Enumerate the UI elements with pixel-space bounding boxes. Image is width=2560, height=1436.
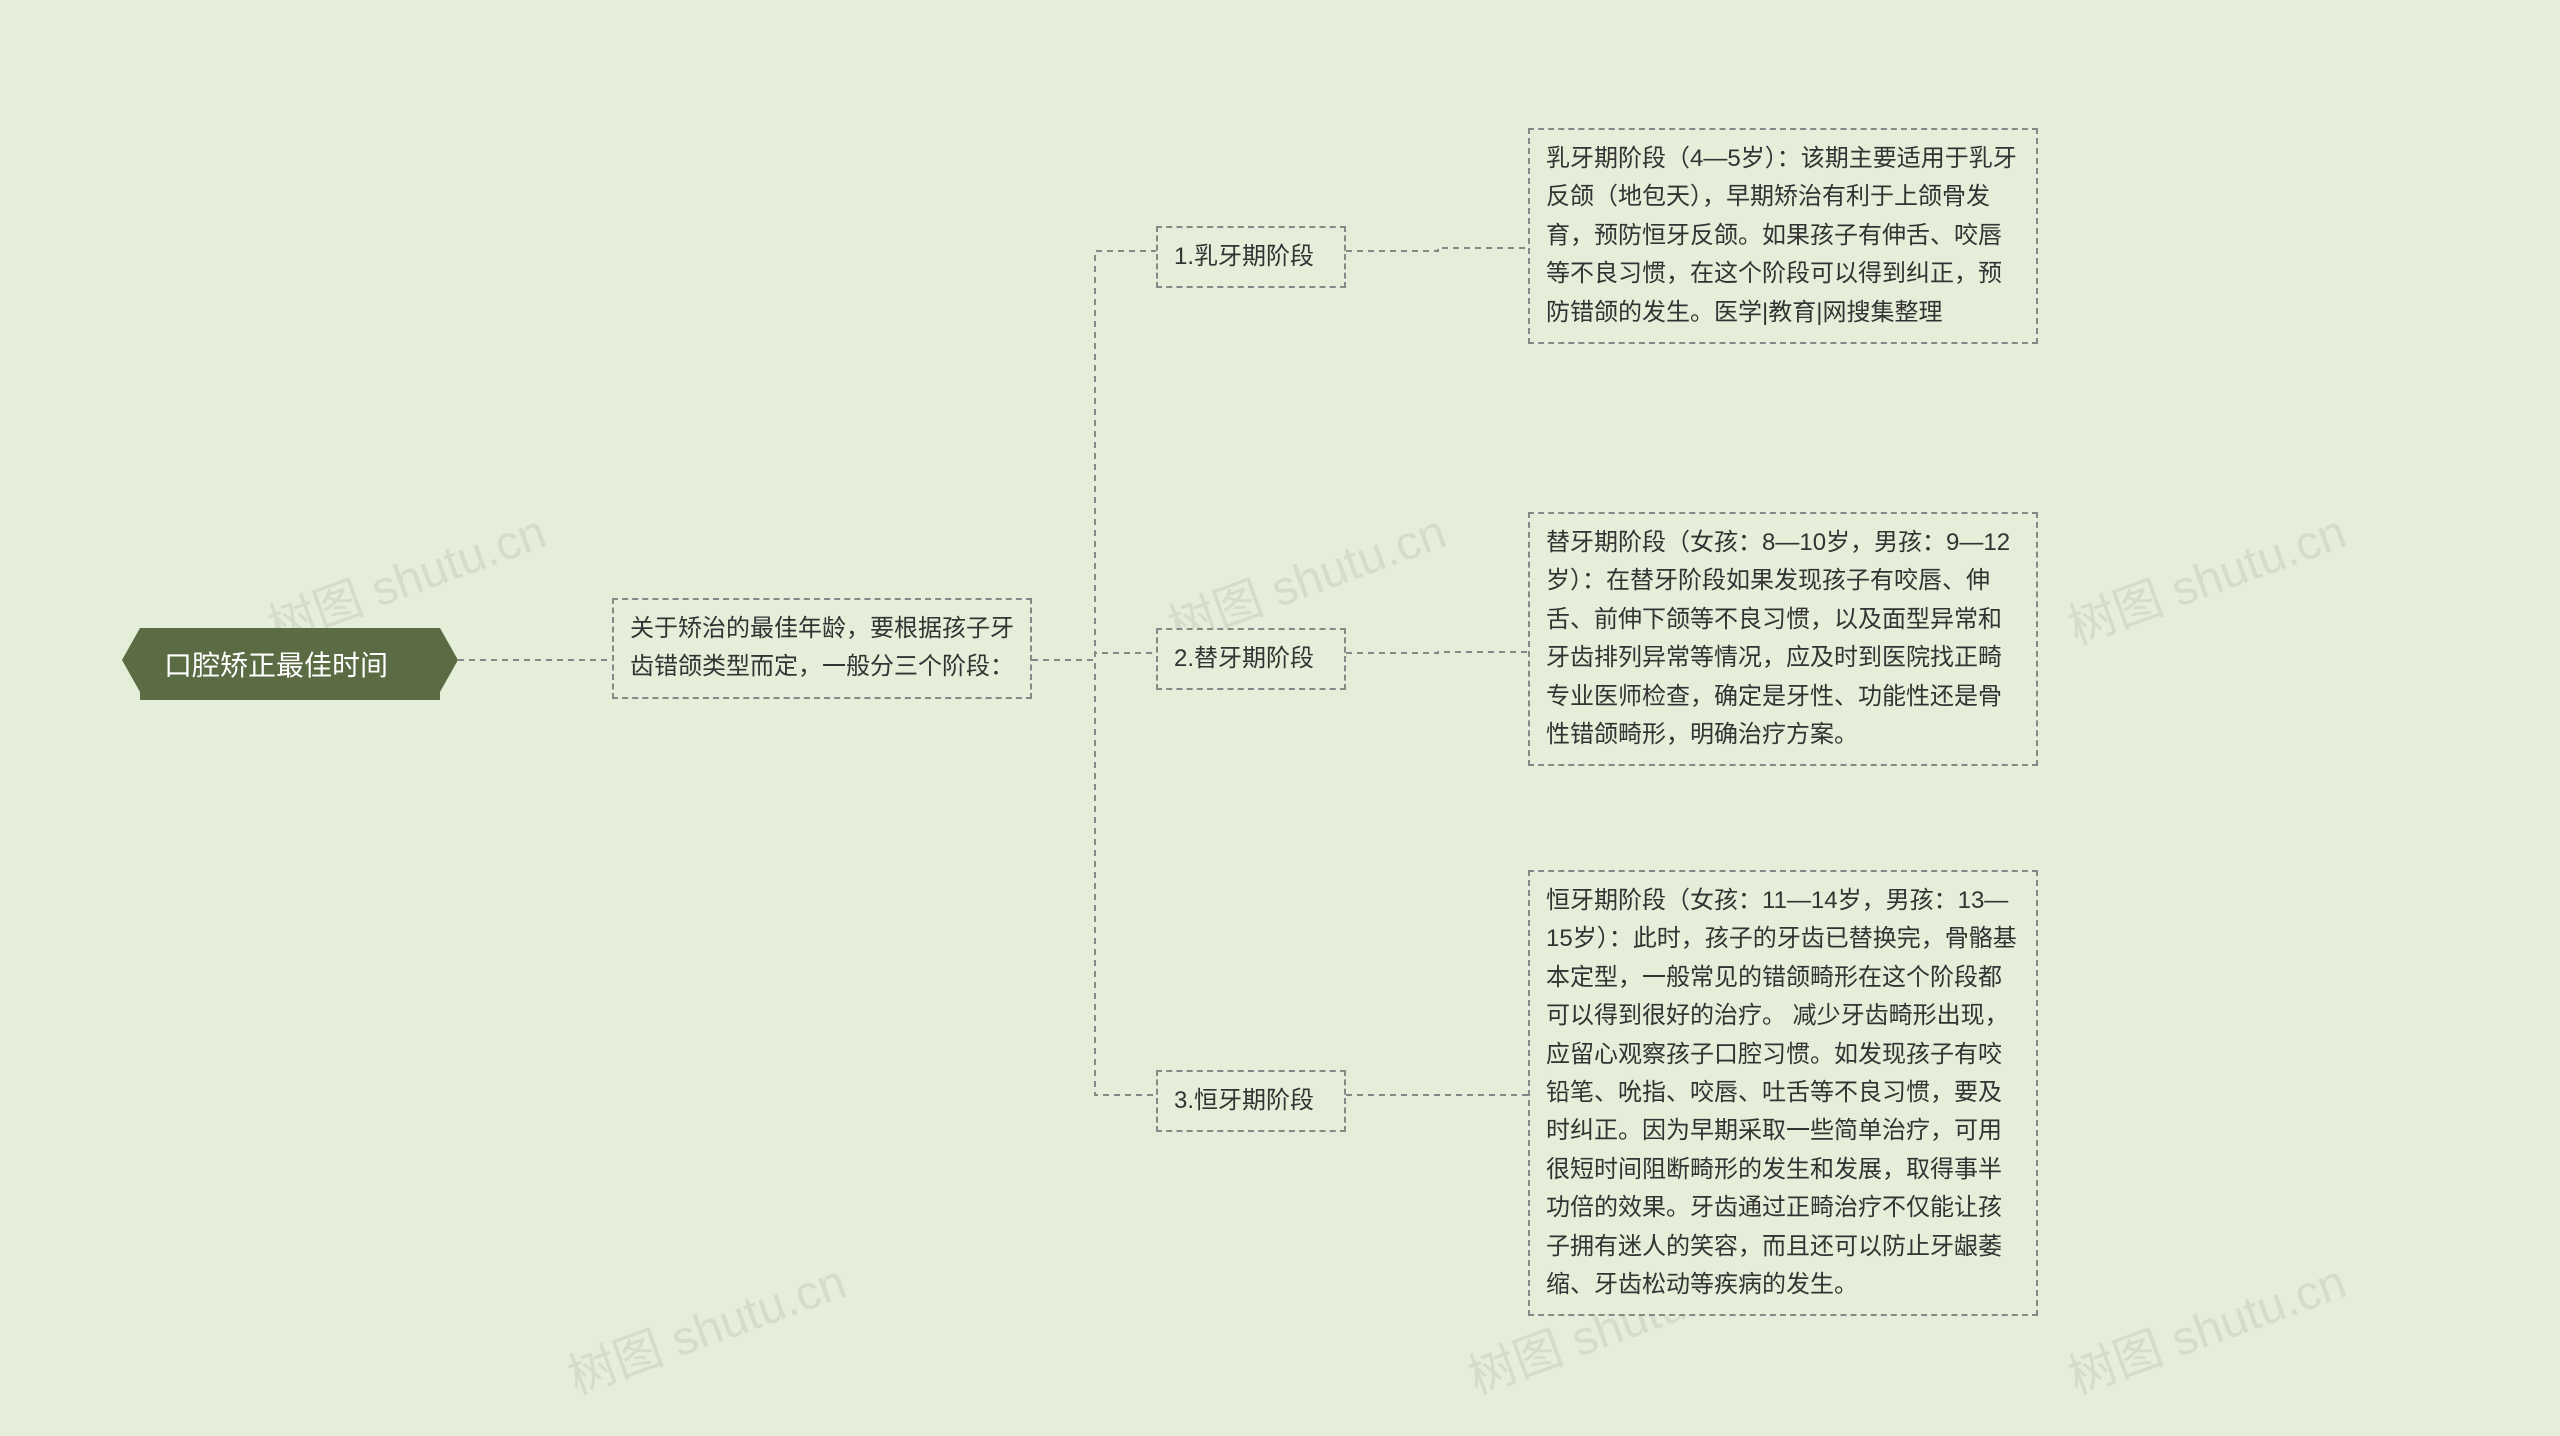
branch-detail-3-text: 恒牙期阶段（女孩：11—14岁，男孩：13—15岁）：此时，孩子的牙齿已替换完，…	[1546, 887, 2017, 1298]
root-label: 口腔矫正最佳时间	[164, 650, 388, 681]
branch-detail-2-text: 替牙期阶段（女孩：8—10岁，男孩：9—12岁）：在替牙阶段如果发现孩子有咬唇、…	[1546, 529, 2010, 748]
branch-title-2: 2.替牙期阶段	[1156, 628, 1346, 690]
branch-title-1-text: 1.乳牙期阶段	[1174, 243, 1314, 270]
branch-title-3: 3.恒牙期阶段	[1156, 1070, 1346, 1132]
watermark: 树图 shutu.cn	[2057, 492, 2354, 657]
branch-detail-1: 乳牙期阶段（4—5岁）：该期主要适用于乳牙反颌（地包天），早期矫治有利于上颌骨发…	[1528, 128, 2038, 344]
branch-title-3-text: 3.恒牙期阶段	[1174, 1087, 1314, 1114]
watermark: 树图 shutu.cn	[557, 1242, 854, 1407]
branch-title-2-text: 2.替牙期阶段	[1174, 645, 1314, 672]
root-node: 口腔矫正最佳时间	[140, 628, 440, 700]
branch-detail-1-text: 乳牙期阶段（4—5岁）：该期主要适用于乳牙反颌（地包天），早期矫治有利于上颌骨发…	[1546, 145, 2017, 326]
branch-title-1: 1.乳牙期阶段	[1156, 226, 1346, 288]
branch-detail-2: 替牙期阶段（女孩：8—10岁，男孩：9—12岁）：在替牙阶段如果发现孩子有咬唇、…	[1528, 512, 2038, 766]
watermark: 树图 shutu.cn	[2057, 1242, 2354, 1407]
connector-lines	[0, 0, 2560, 1436]
level1-text: 关于矫治的最佳年龄，要根据孩子牙齿错颌类型而定，一般分三个阶段：	[630, 615, 1014, 680]
branch-detail-3: 恒牙期阶段（女孩：11—14岁，男孩：13—15岁）：此时，孩子的牙齿已替换完，…	[1528, 870, 2038, 1316]
level1-node: 关于矫治的最佳年龄，要根据孩子牙齿错颌类型而定，一般分三个阶段：	[612, 598, 1032, 699]
